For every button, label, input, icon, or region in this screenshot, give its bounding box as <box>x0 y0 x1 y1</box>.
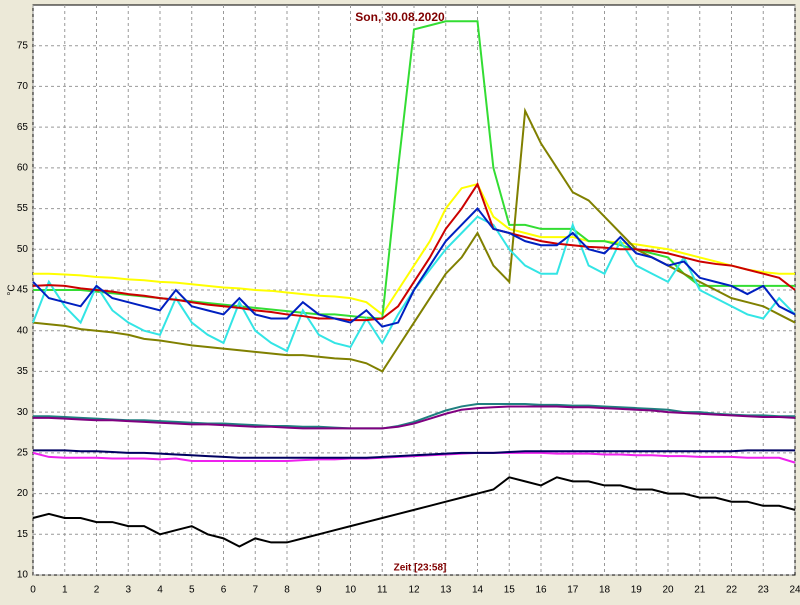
y-tick-label: 40 <box>17 325 29 336</box>
x-tick-label: 11 <box>377 585 388 596</box>
data-line <box>32 476 796 548</box>
y-tick-label: 35 <box>17 366 29 377</box>
y-tick-label: 10 <box>17 570 29 581</box>
x-tick-label: 23 <box>758 585 770 596</box>
x-tick-label: 13 <box>440 585 452 596</box>
x-tick-label: 21 <box>694 585 706 596</box>
lines <box>32 20 796 548</box>
x-tick-label: 8 <box>284 585 290 596</box>
x-tick-label: 9 <box>316 585 322 596</box>
y-tick-label: 60 <box>17 162 29 173</box>
x-tick-label: 2 <box>94 585 100 596</box>
x-tick-label: 6 <box>221 585 227 596</box>
x-tick-label: 12 <box>408 585 420 596</box>
data-line <box>33 403 795 430</box>
data-line <box>32 207 796 328</box>
x-axis-label: Zeit [23:58] <box>394 563 447 574</box>
y-tick-label: 75 <box>17 40 29 51</box>
y-tick-label: 45 <box>17 285 29 296</box>
y-tick-label: 70 <box>17 81 29 92</box>
y-tick-label: 55 <box>17 203 29 214</box>
x-tick-label: 18 <box>599 585 611 596</box>
x-tick-label: 16 <box>535 585 547 596</box>
x-tick-label: 24 <box>789 585 800 596</box>
data-line <box>33 405 796 430</box>
x-tick-label: 1 <box>62 585 68 596</box>
y-tick-label: 20 <box>17 488 29 499</box>
x-tick-label: 10 <box>345 585 357 596</box>
x-tick-label: 15 <box>504 585 516 596</box>
x-tick-label: 22 <box>726 585 738 596</box>
y-tick-label: 15 <box>17 529 29 540</box>
x-tick-label: 17 <box>567 585 579 596</box>
data-line <box>33 182 795 316</box>
y-tick-label: 50 <box>17 244 29 255</box>
y-tick-label: 25 <box>17 447 29 458</box>
x-tick-label: 14 <box>472 585 484 596</box>
data-line <box>33 449 795 459</box>
y-tick-label: 65 <box>17 122 29 133</box>
x-tick-label: 4 <box>157 585 163 596</box>
x-tick-label: 20 <box>662 585 674 596</box>
x-tick-label: 0 <box>30 585 36 596</box>
x-tick-label: 5 <box>189 585 195 596</box>
data-line <box>32 181 796 322</box>
y-axis-label: °C <box>7 284 18 295</box>
x-tick-label: 3 <box>125 585 131 596</box>
x-tick-label: 19 <box>631 585 643 596</box>
x-tick-label: 7 <box>252 585 258 596</box>
y-tick-label: 30 <box>17 407 29 418</box>
chart-title: Son, 30.08.2020 <box>355 10 445 24</box>
